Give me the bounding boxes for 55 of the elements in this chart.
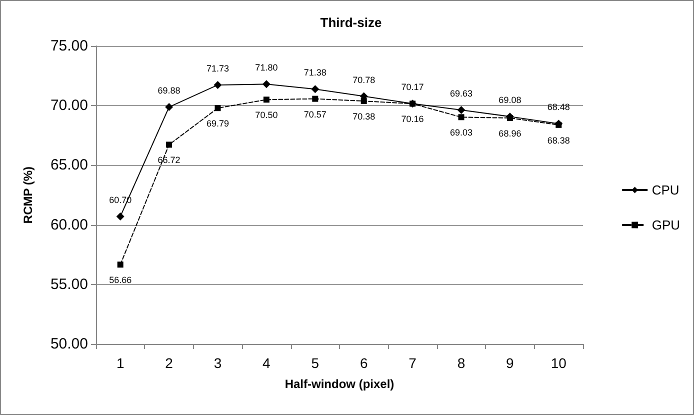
point bbox=[263, 96, 270, 103]
point bbox=[506, 114, 513, 121]
y-tick-label: 50.00 bbox=[50, 336, 88, 352]
data-label: 69.03 bbox=[450, 128, 473, 138]
data-label: 70.16 bbox=[401, 114, 424, 124]
point bbox=[556, 122, 562, 128]
legend-label: CPU bbox=[652, 182, 680, 198]
point bbox=[214, 105, 221, 112]
data-label: 70.50 bbox=[255, 110, 278, 120]
point bbox=[166, 142, 172, 148]
data-label: 70.57 bbox=[304, 109, 326, 120]
x-tick-label: 5 bbox=[311, 355, 320, 371]
data-label: 70.78 bbox=[352, 74, 376, 85]
y-tick-label: 55.00 bbox=[50, 276, 88, 293]
point bbox=[312, 96, 318, 102]
x-tick-label: 2 bbox=[165, 355, 174, 371]
point bbox=[117, 262, 124, 268]
data-label: 71.73 bbox=[206, 63, 230, 74]
data-label: 69.63 bbox=[450, 88, 473, 99]
point bbox=[457, 106, 466, 114]
data-label: 56.66 bbox=[109, 275, 132, 286]
x-axis-title: Half-window (pixel) bbox=[284, 377, 394, 391]
data-label: 69.79 bbox=[206, 118, 230, 129]
point bbox=[165, 103, 174, 112]
data-label: 69.88 bbox=[158, 86, 180, 96]
data-label: 68.38 bbox=[547, 135, 570, 146]
legend-label: GPU bbox=[652, 218, 680, 232]
x-tick-label: 8 bbox=[457, 355, 466, 371]
x-tick-label: 3 bbox=[214, 355, 222, 371]
point bbox=[360, 98, 367, 104]
y-tick-label: 65.00 bbox=[50, 156, 88, 174]
x-tick-label: 6 bbox=[360, 355, 368, 371]
data-label: 68.48 bbox=[547, 102, 570, 112]
data-label: 66.72 bbox=[158, 155, 180, 166]
chart-title: Third-size bbox=[320, 15, 382, 30]
point bbox=[311, 85, 320, 94]
x-tick-label: 10 bbox=[550, 355, 567, 371]
y-tick-label: 60.00 bbox=[50, 216, 88, 234]
y-tick-label: 70.00 bbox=[50, 97, 88, 114]
data-label: 71.80 bbox=[255, 62, 278, 73]
x-tick-label: 9 bbox=[506, 355, 514, 371]
data-label: 70.17 bbox=[401, 82, 424, 92]
x-tick-label: 1 bbox=[116, 355, 124, 371]
y-tick-label: 75.00 bbox=[50, 38, 88, 54]
data-label: 69.08 bbox=[498, 95, 522, 106]
data-label: 71.38 bbox=[304, 68, 326, 78]
point bbox=[262, 80, 270, 88]
point bbox=[214, 80, 222, 89]
point bbox=[458, 114, 464, 120]
x-tick-label: 4 bbox=[262, 355, 271, 371]
x-tick-label: 7 bbox=[408, 355, 417, 371]
data-label: 68.96 bbox=[498, 128, 522, 138]
data-label: 70.38 bbox=[352, 112, 376, 122]
point bbox=[116, 212, 124, 220]
y-axis-title: RCMP (%) bbox=[21, 166, 35, 224]
